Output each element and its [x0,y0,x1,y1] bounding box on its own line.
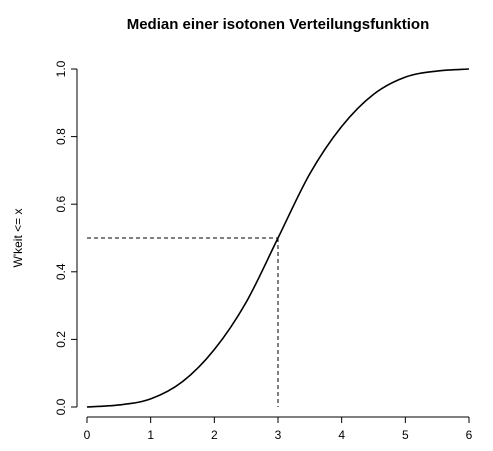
chart-title: Median einer isotonen Verteilungsfunktio… [127,16,430,33]
cdf-line [86,68,470,408]
y-tick-label: 0.0 [54,398,68,415]
x-tick-label: 2 [211,428,218,442]
x-tick-label: 0 [84,428,91,442]
axes: 0 1 2 3 4 5 6 0.0 0.2 0.4 0.6 0.8 1.0 [54,60,473,442]
y-tick-label: 0.6 [54,196,68,213]
distribution-curve [86,68,470,408]
y-tick-label: 0.8 [54,128,68,145]
median-guides [87,237,279,407]
x-tick-label: 3 [275,428,282,442]
x-tick-label: 5 [402,428,409,442]
x-tick-label: 4 [338,428,345,442]
y-tick-label: 1.0 [54,60,68,77]
y-tick-label: 0.4 [54,263,68,280]
x-tick-label: 1 [147,428,154,442]
y-tick-label: 0.2 [54,331,68,348]
y-axis-label: W'keit <= x [11,209,25,268]
x-tick-label: 6 [466,428,473,442]
